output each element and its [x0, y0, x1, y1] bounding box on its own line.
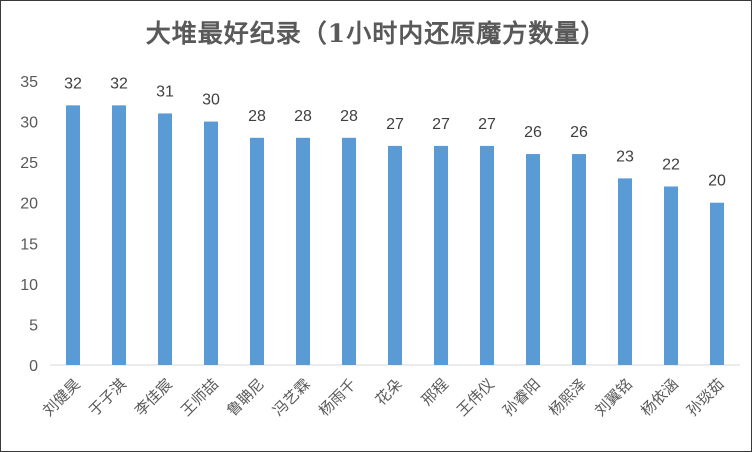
x-tick-label: 孙琰茹 [683, 375, 728, 420]
data-label: 27 [386, 116, 404, 133]
x-tick-label: 邢程 [418, 375, 452, 409]
y-tick-label: 0 [29, 358, 38, 375]
bar-2 [158, 113, 172, 365]
x-tick-label: 冯艺霖 [269, 375, 314, 420]
bar-10 [526, 154, 540, 365]
y-tick-label: 10 [20, 277, 38, 294]
y-tick-label: 15 [20, 236, 38, 253]
data-label: 28 [294, 108, 312, 125]
x-tick-label: 王师喆 [177, 375, 222, 420]
data-label: 27 [478, 116, 496, 133]
y-tick-label: 25 [20, 155, 38, 172]
chart-title: 大堆最好纪录（1小时内还原魔方数量） [145, 19, 607, 48]
bar-4 [250, 137, 264, 365]
y-tick-label: 20 [20, 196, 38, 213]
data-labels: 32 32 31 30 28 28 28 27 27 27 26 26 23 22 20 [64, 75, 726, 189]
data-label: 32 [64, 75, 82, 92]
data-label: 30 [202, 92, 220, 109]
data-label: 26 [524, 124, 542, 141]
bar-14 [710, 202, 724, 365]
bar-7 [388, 145, 402, 365]
bar-8 [434, 145, 448, 365]
data-label: 32 [110, 75, 128, 92]
bar-5 [296, 137, 310, 365]
bar-6 [342, 137, 356, 365]
bar-0 [66, 105, 80, 365]
data-label: 28 [340, 108, 358, 125]
y-tick-label: 30 [20, 115, 38, 132]
x-tick-label: 杨熙泽 [545, 375, 590, 420]
data-label: 20 [708, 173, 726, 190]
x-tick-label: 刘翼铭 [591, 375, 636, 420]
x-tick-label: 刘健昊 [39, 375, 84, 420]
y-axis-ticks: 0 5 10 15 20 25 30 35 [20, 74, 38, 375]
bar-12 [618, 178, 632, 365]
bar-11 [572, 154, 586, 365]
bar-1 [112, 105, 126, 365]
data-label: 31 [156, 83, 174, 100]
y-tick-label: 5 [29, 317, 38, 334]
bars [66, 105, 724, 365]
x-tick-label: 于子淇 [85, 375, 130, 420]
bar-9 [480, 145, 494, 365]
y-tick-label: 35 [20, 74, 38, 91]
x-tick-label: 孙睿阳 [499, 375, 544, 420]
x-tick-label: 杨雨千 [315, 375, 360, 420]
x-tick-label: 杨依涵 [637, 375, 682, 420]
x-tick-label: 李佳宸 [131, 375, 176, 420]
data-label: 22 [662, 156, 680, 173]
x-tick-label: 王伟仪 [453, 375, 498, 420]
x-tick-label: 花朵 [372, 375, 406, 409]
data-label: 28 [248, 108, 266, 125]
data-label: 27 [432, 116, 450, 133]
x-axis-labels: 刘健昊 于子淇 李佳宸 王师喆 鲁聃尼 冯艺霖 杨雨千 花朵 邢程 王伟仪 孙睿阳 杨熙泽 刘翼铭 杨依涵… [39, 375, 728, 420]
data-label: 26 [570, 124, 588, 141]
x-tick-label: 鲁聃尼 [223, 375, 268, 420]
bar-13 [664, 186, 678, 365]
bar-3 [204, 121, 218, 365]
data-label: 23 [616, 148, 634, 165]
